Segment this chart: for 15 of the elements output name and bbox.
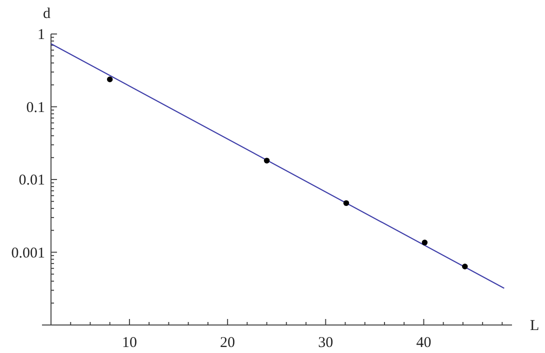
x-tick-label: 20 [220,335,236,351]
y-tick-label: 0.1 [26,100,45,116]
x-tick-label: 30 [318,335,334,351]
point [343,200,350,206]
x-axis-title: L [530,318,540,334]
point [422,240,428,246]
y-axis-title: d [43,6,51,22]
x-tick-label: 10 [122,335,137,351]
point [264,158,270,164]
y-tick-label: 0.001 [11,245,45,262]
y-tick-label: 1 [38,27,45,43]
point [462,264,468,270]
y-tick-label: 0.01 [18,172,45,188]
point [106,76,113,82]
x-tick-label: 40 [416,335,432,351]
